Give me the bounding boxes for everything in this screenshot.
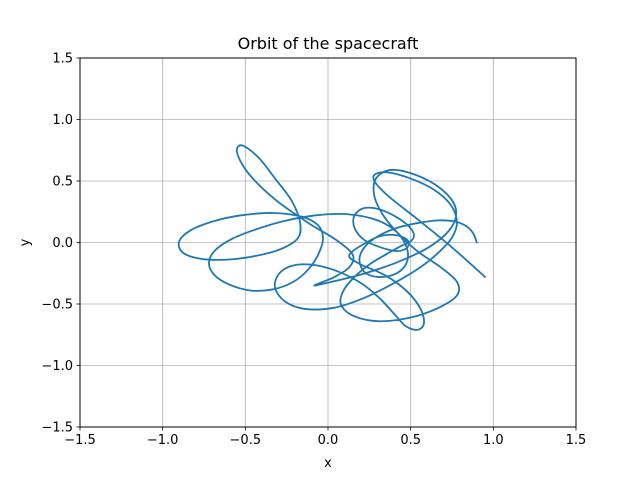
y-tick-label: 0.0 [52, 236, 73, 251]
y-tick-label: 0.5 [52, 175, 73, 190]
x-tick-label: 0.0 [318, 433, 339, 448]
x-tick-label: 1.0 [483, 433, 504, 448]
x-tick-label: 1.5 [566, 433, 587, 448]
y-tick-label: 1.0 [52, 113, 73, 128]
chart-title: Orbit of the spacecraft [238, 34, 419, 53]
y-axis-label: y [18, 238, 33, 246]
y-tick-label: 1.5 [52, 52, 73, 67]
x-tick-label: −0.5 [230, 433, 262, 448]
ticks: −1.5 −1.0 −0.5 0.0 0.5 1.0 1.5 −1.5 −1.0 −0.5 0.0 0… [41, 52, 586, 449]
x-tick-label: −1.5 [64, 433, 96, 448]
y-tick-label: −1.5 [41, 421, 73, 436]
series-layer [177, 144, 486, 331]
y-tick-label: −1.0 [41, 359, 73, 374]
x-tick-label: −1.0 [147, 433, 179, 448]
y-tick-label: −0.5 [41, 298, 73, 313]
x-tick-label: 0.5 [400, 433, 421, 448]
orbit-series-line [177, 144, 486, 331]
x-axis-label: x [324, 456, 332, 471]
